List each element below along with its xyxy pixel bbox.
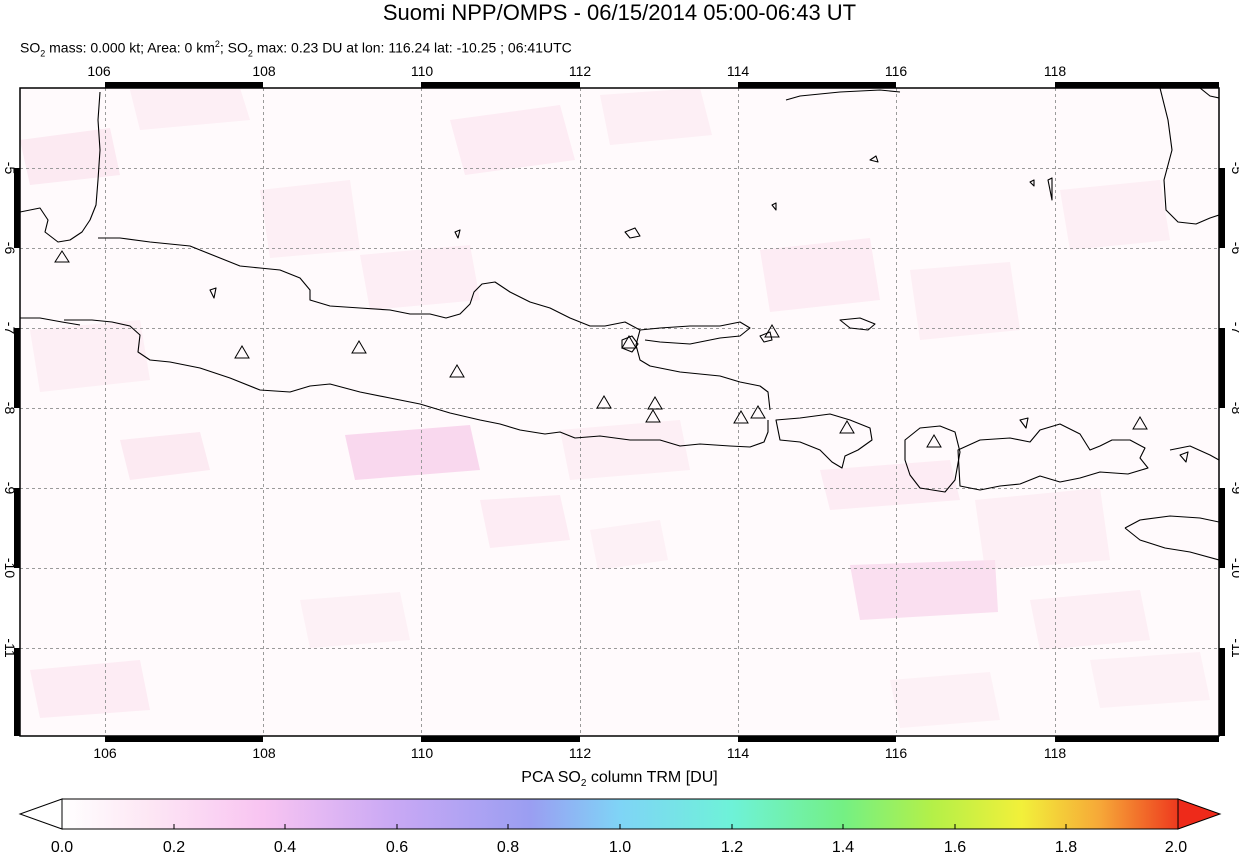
lon-label: 106 [93,745,117,761]
lat-label: -5 [2,162,18,175]
colorbar-ticks: 0.0 0.2 0.4 0.6 0.8 1.0 1.2 1.4 1.6 1.8 … [51,839,1187,855]
so2-summary: SO2 mass: 0.000 kt; Area: 0 km2; SO2 max… [20,39,572,59]
lat-label: -6 [2,242,18,255]
volcano-marker [733,410,749,424]
volcano-marker [647,396,663,410]
colorbar-title: PCA SO2 column TRM [DU] [521,769,718,790]
volcano-marker [839,420,855,434]
lon-label: 116 [885,745,908,761]
lat-label: -11 [2,638,18,657]
volcano-marker [621,335,637,349]
volcano-marker [645,409,661,423]
so2-pixel-layer [20,88,1210,728]
lat-label: -10 [2,558,18,578]
lon-label: 118 [1044,745,1067,761]
coastlines [20,88,1219,561]
volcano-marker [54,250,70,263]
colorbar-tick: 1.0 [609,839,631,855]
lon-label: 108 [252,745,276,761]
colorbar-tick: 1.8 [1055,839,1077,855]
lat-label: -5 [1229,162,1239,175]
volcano-marker [351,340,367,354]
lon-labels-bottom: 106 108 110 112 114 116 118 [93,745,1066,761]
colorbar-tick: 0.0 [51,839,73,855]
volcano-marker [596,395,612,409]
lon-label: 114 [727,63,750,79]
lat-label: -7 [1229,322,1239,335]
colorbar-over-arrow [1177,798,1222,830]
volcano-marker [449,364,465,378]
lon-label: 108 [252,63,276,79]
lon-label: 106 [87,63,111,79]
lon-label: 112 [569,745,592,761]
lon-label: 112 [569,63,592,79]
lat-labels-left: -5 -6 -7 -8 -9 -10 -11 [2,162,18,658]
lon-label: 116 [885,63,908,79]
graticule [20,88,1219,736]
volcano-marker [926,434,942,448]
colorbar-tick: 1.6 [944,839,966,855]
lat-label: -9 [2,482,18,495]
map-title: Suomi NPP/OMPS - 06/15/2014 05:00-06:43 … [382,0,857,25]
colorbar-tick: 0.2 [163,839,185,855]
volcano-marker [764,324,780,338]
axis-frame-bars [14,82,1225,742]
lon-label: 114 [727,745,750,761]
lon-label: 118 [1044,63,1067,79]
colorbar-tick: 1.2 [721,839,743,855]
volcano-markers [54,250,1148,448]
plot-area [20,88,1219,736]
colorbar [18,798,1222,830]
volcano-marker [234,345,250,359]
volcano-marker [1132,416,1148,430]
lat-label: -10 [1229,558,1239,578]
plot-frame [19,87,1220,737]
lon-label: 110 [411,63,434,79]
lat-label: -9 [1229,482,1239,495]
colorbar-tick: 0.6 [386,839,408,855]
colorbar-tick: 0.8 [497,839,519,855]
lon-labels-top: 106 108 110 112 114 116 118 [87,63,1066,79]
colorbar-tick: 2.0 [1165,839,1187,855]
colorbar-under-arrow [18,798,63,830]
lon-label: 110 [411,745,434,761]
lat-label: -11 [1229,638,1239,657]
lat-label: -8 [2,402,18,415]
lat-label: -6 [1229,242,1239,255]
lat-labels-right: -5 -6 -7 -8 -9 -10 -11 [1229,162,1239,658]
colorbar-tick: 0.4 [274,839,296,855]
colorbar-tick: 1.4 [832,839,854,855]
lat-label: -8 [1229,402,1239,415]
lat-label: -7 [2,322,18,335]
volcano-marker [750,405,766,419]
